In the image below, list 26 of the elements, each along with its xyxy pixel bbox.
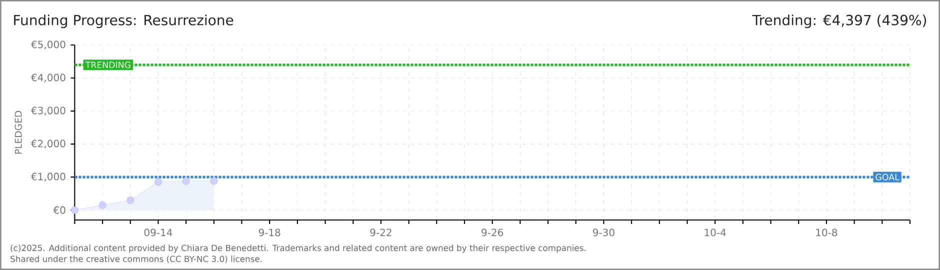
y-tick-label: €0 — [53, 206, 66, 214]
y-tick-label: €1,000 — [30, 172, 66, 182]
y-tick-label: €5,000 — [30, 40, 66, 50]
x-tick-label: 9-30 — [592, 228, 614, 236]
x-tick-label: 9-18 — [258, 228, 280, 236]
y-tick-label: €2,000 — [30, 140, 66, 148]
x-tick-label: 9-26 — [482, 228, 504, 236]
x-tick-label: 09-14 — [144, 228, 172, 236]
x-tick-label: 10-8 — [816, 228, 838, 236]
x-tick-label: 9-22 — [370, 228, 392, 236]
text: (c)2025. Additional content provided by Chiara De Benedetti. Trademarks and related content are owned by their respective companies. — [10, 244, 586, 253]
text: Shared under the creative commons (CC BY-NC 3.0) license. — [10, 256, 262, 264]
point — [70, 206, 78, 214]
ref-line-label: GOAL — [876, 174, 900, 180]
chart-title: Funding Progress: Resurrezione — [14, 14, 234, 28]
x-tick-label: 10-4 — [704, 228, 726, 236]
point — [182, 177, 190, 185]
y-tick-label: €4,000 — [30, 74, 66, 82]
point — [154, 178, 162, 186]
point — [98, 201, 106, 209]
point — [210, 177, 218, 185]
chart-subtitle: Trending: €4,397 (439%) — [752, 14, 926, 28]
y-tick-label: €3,000 — [30, 106, 66, 116]
point — [126, 196, 134, 204]
ref-line-label: TRENDING — [85, 62, 130, 68]
y-axis-title: PLEDGED — [14, 110, 22, 154]
